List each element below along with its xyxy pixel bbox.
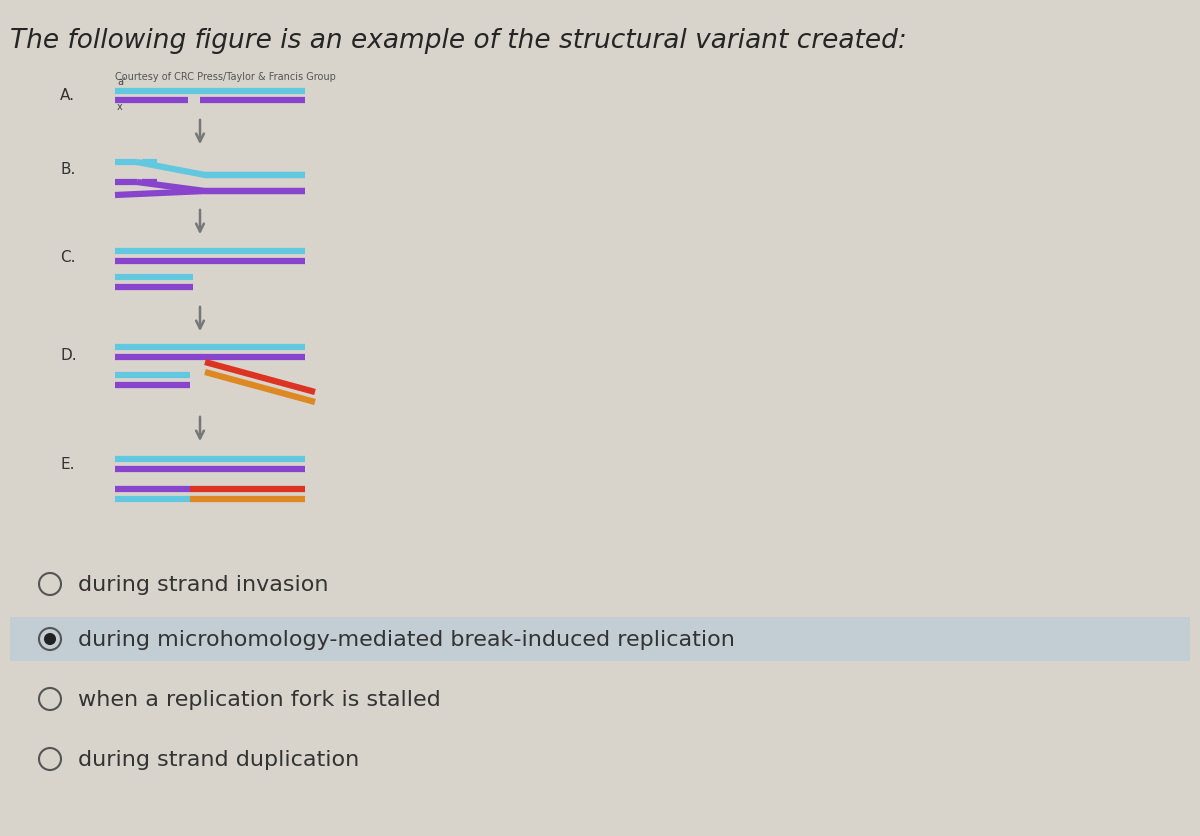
- Text: during strand invasion: during strand invasion: [78, 574, 329, 594]
- Text: The following figure is an example of the structural variant created:: The following figure is an example of th…: [10, 28, 907, 54]
- Text: Courtesy of CRC Press/Taylor & Francis Group: Courtesy of CRC Press/Taylor & Francis G…: [115, 72, 336, 82]
- Text: D.: D.: [60, 347, 77, 362]
- Text: x: x: [118, 102, 122, 112]
- Text: when a replication fork is stalled: when a replication fork is stalled: [78, 689, 440, 709]
- Text: C.: C.: [60, 250, 76, 265]
- Circle shape: [44, 633, 56, 645]
- Text: a': a': [118, 77, 126, 87]
- Text: E.: E.: [60, 457, 74, 472]
- Text: during microhomology-mediated break-induced replication: during microhomology-mediated break-indu…: [78, 630, 734, 650]
- Text: A.: A.: [60, 88, 74, 102]
- Text: during strand duplication: during strand duplication: [78, 749, 359, 769]
- FancyBboxPatch shape: [10, 617, 1190, 661]
- Text: B.: B.: [60, 162, 76, 177]
